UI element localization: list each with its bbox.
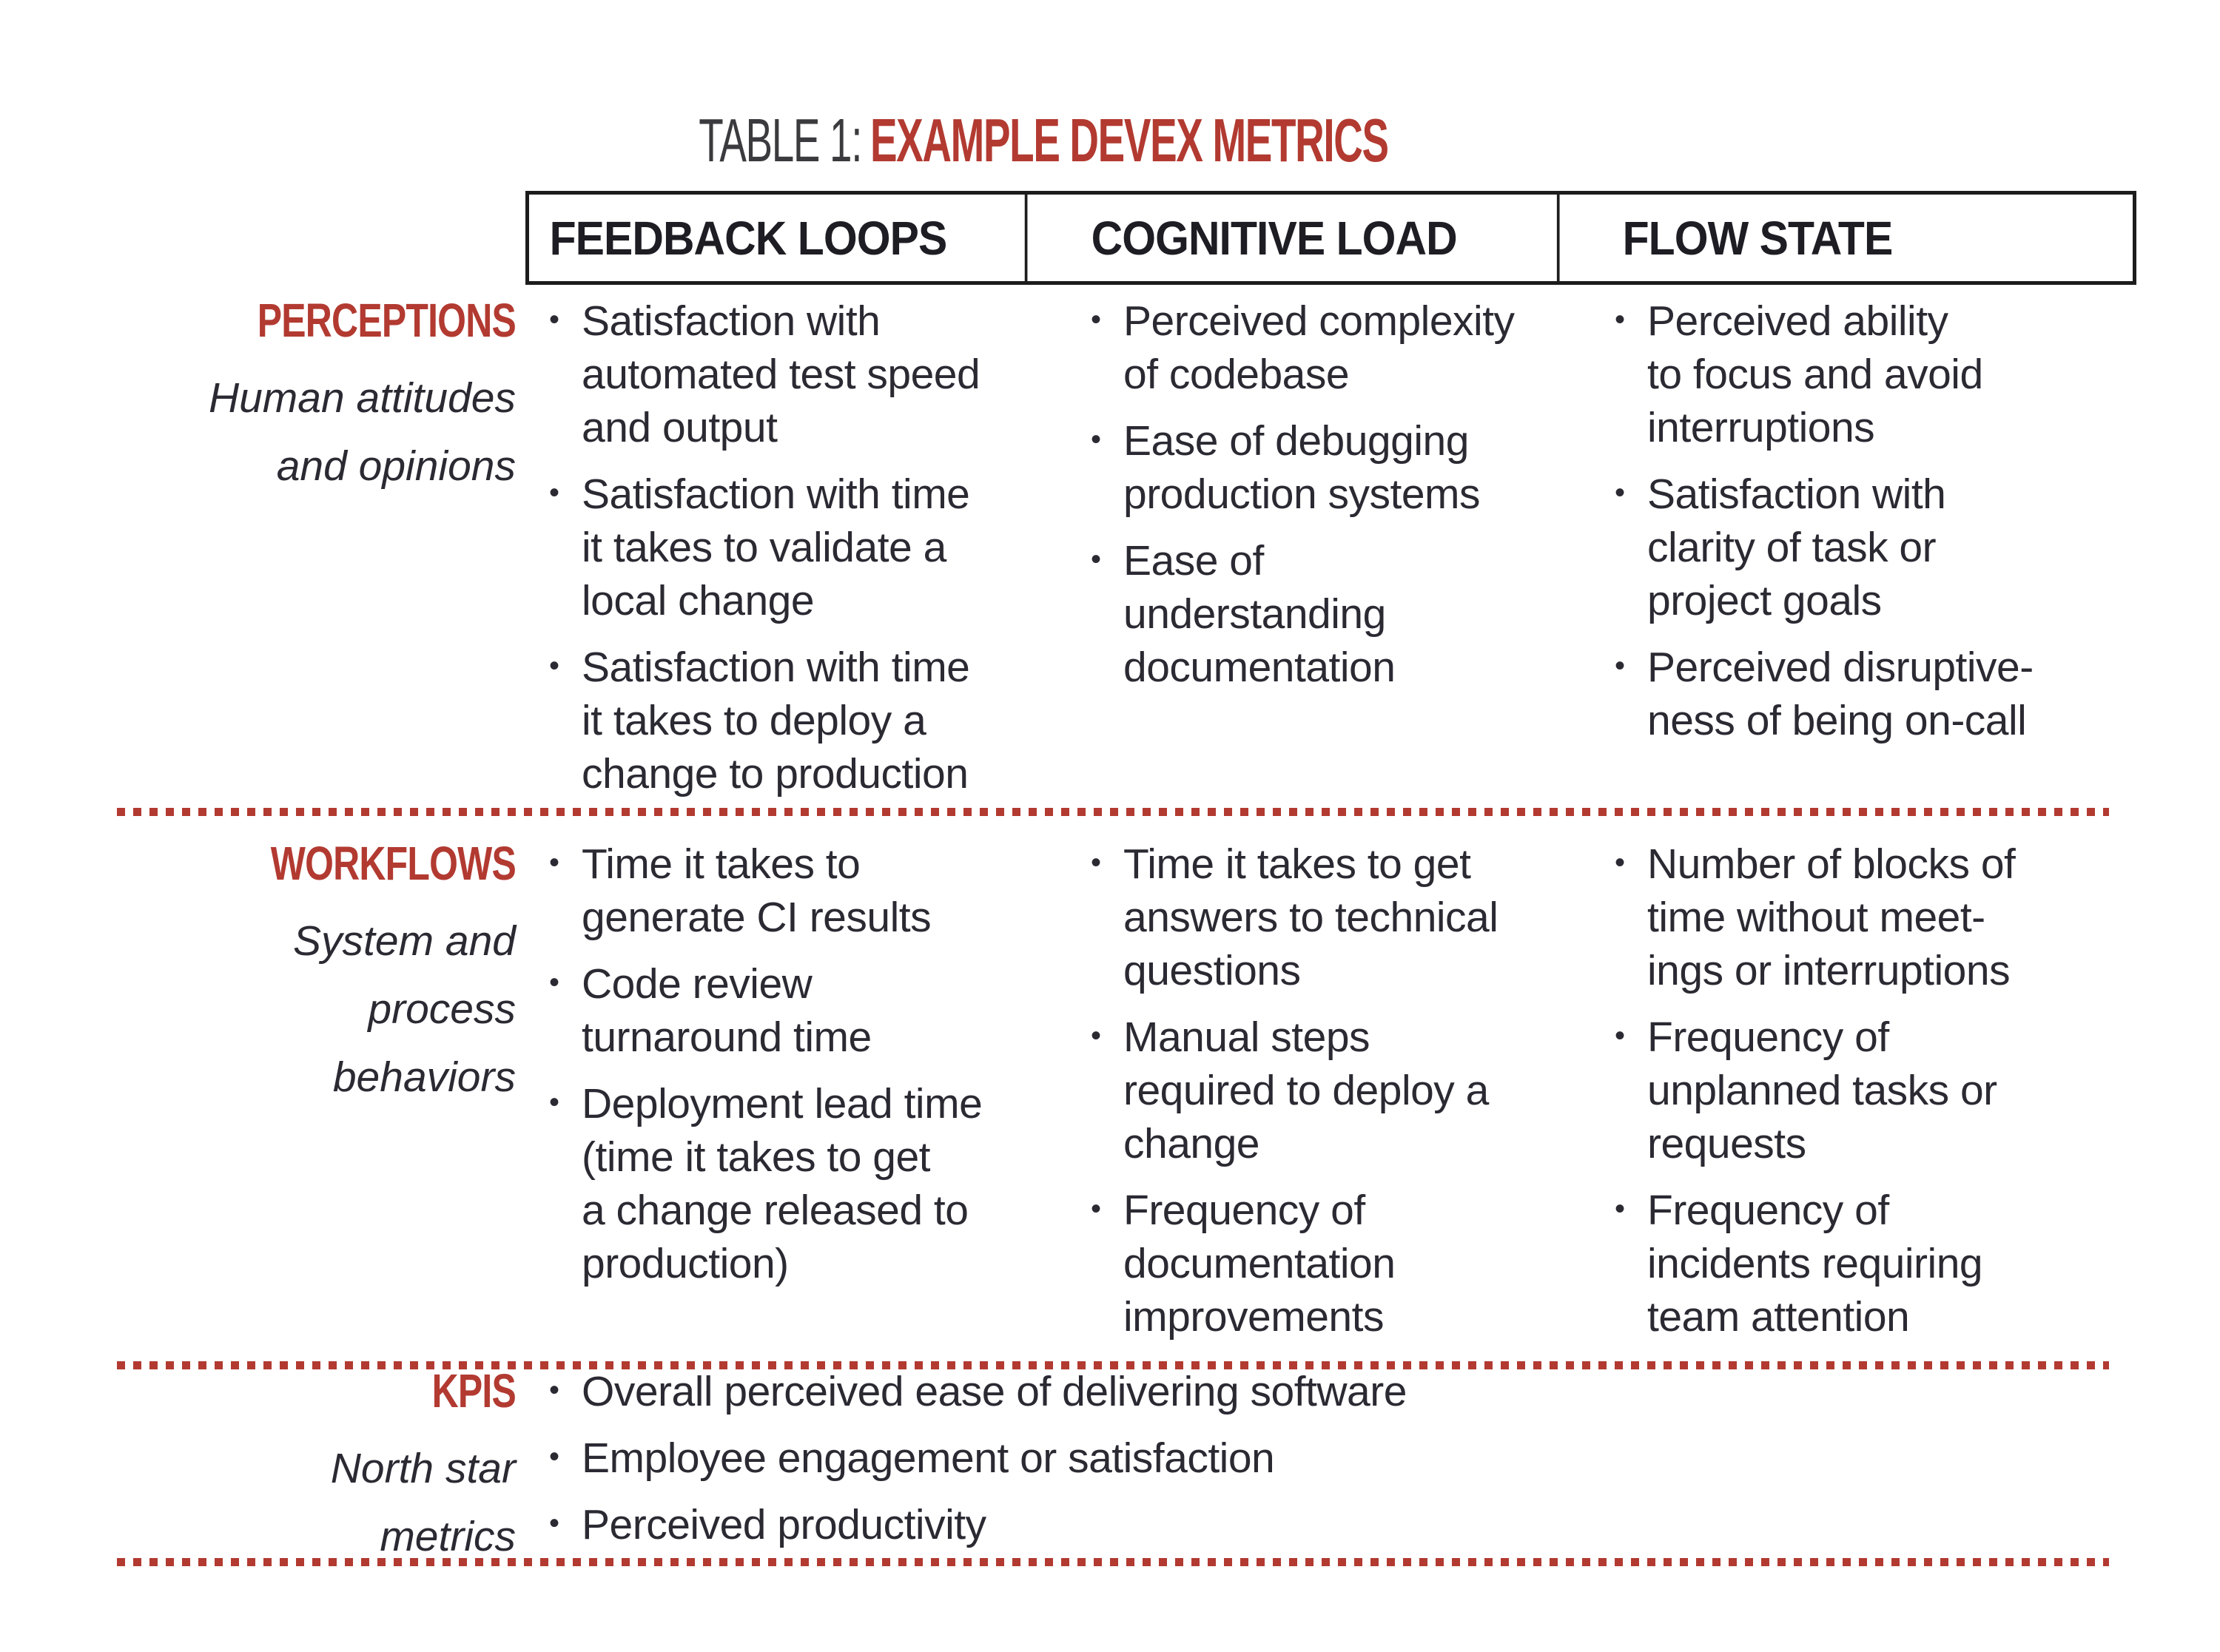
bullet-item: Employee engagement or satisfaction [548, 1430, 1843, 1485]
row-sublabel-line: and opinions [276, 442, 516, 490]
row-heading-perceptions: PERCEPTIONS [257, 294, 517, 347]
cell-perceptions-feedback-loops: Satisfaction with automated test speed a… [548, 293, 1070, 800]
row-label-perceptions: PERCEPTIONS Human attitudes and opinions [74, 294, 517, 500]
cell-workflows-flow-state: Number of blocks of time without meet- i… [1613, 836, 2176, 1343]
table-title-prefix: TABLE 1: [699, 106, 862, 175]
row-sublabel-line: metrics [380, 1513, 516, 1560]
bullet-item: Ease of understanding documentation [1089, 533, 1607, 694]
cell-perceptions-cognitive-load: Perceived complexity of codebase Ease of… [1089, 293, 1607, 694]
row-subheading-perceptions: Human attitudes and opinions [74, 364, 516, 500]
bullet-item: Perceived disruptive- ness of being on-c… [1613, 639, 2176, 747]
cell-workflows-cognitive-load: Time it takes to get answers to technica… [1089, 836, 1607, 1343]
bullet-item: Perceived productivity [548, 1497, 1843, 1551]
row-sublabel-line: North star [330, 1445, 516, 1492]
bullet-item: Manual steps required to deploy a change [1089, 1009, 1607, 1170]
bullet-item: Frequency of incidents requiring team at… [1613, 1182, 2176, 1343]
bullet-item: Ease of debugging production systems [1089, 413, 1607, 521]
bullet-item: Time it takes to get answers to technica… [1089, 836, 1607, 997]
bullet-item: Perceived ability to focus and avoid int… [1613, 293, 2176, 454]
bullet-item: Code review turnaround time [548, 956, 1070, 1064]
table-title: TABLE 1: EXAMPLE DEVEX METRICS [354, 108, 1732, 173]
bullet-item: Satisfaction with clarity of task or pro… [1613, 466, 2176, 627]
row-heading-workflows: WORKFLOWS [270, 837, 517, 890]
row-heading-kpis: KPIS [431, 1364, 517, 1417]
bullet-item: Time it takes to generate CI results [548, 836, 1070, 944]
column-header-feedback-loops: FEEDBACK LOOPS [529, 195, 1028, 281]
bullet-item: Satisfaction with automated test speed a… [548, 293, 1070, 454]
bullet-item: Satisfaction with time it takes to deplo… [548, 639, 1070, 800]
row-subheading-kpis: North star metrics [74, 1434, 516, 1571]
cell-kpis: Overall perceived ease of delivering sof… [548, 1363, 1843, 1551]
bullet-item: Number of blocks of time without meet- i… [1613, 836, 2176, 997]
dotted-separator [117, 808, 2109, 816]
row-sublabel-line: process [368, 985, 516, 1033]
cell-workflows-feedback-loops: Time it takes to generate CI results Cod… [548, 836, 1070, 1290]
bullet-item: Overall perceived ease of delivering sof… [548, 1363, 1843, 1418]
bullet-item: Frequency of unplanned tasks or requests [1613, 1009, 2176, 1170]
column-header-flow-state: FLOW STATE [1622, 211, 1894, 265]
dotted-separator [117, 1558, 2109, 1566]
row-label-kpis: KPIS North star metrics [74, 1364, 517, 1571]
bullet-item: Satisfaction with time it takes to valid… [548, 466, 1070, 627]
row-sublabel-line: System and [293, 917, 516, 965]
row-sublabel-line: Human attitudes [208, 374, 516, 422]
cell-perceptions-flow-state: Perceived ability to focus and avoid int… [1613, 293, 2176, 747]
row-label-workflows: WORKFLOWS System and process behaviors [74, 837, 517, 1111]
column-header-row: FEEDBACK LOOPS COGNITIVE LOAD FLOW STATE [525, 191, 2136, 285]
column-header-cognitive-load: COGNITIVE LOAD [1071, 195, 1560, 281]
row-sublabel-line: behaviors [332, 1053, 516, 1101]
row-subheading-workflows: System and process behaviors [74, 907, 516, 1111]
bullet-item: Perceived complexity of codebase [1089, 293, 1607, 401]
bullet-item: Deployment lead time (time it takes to g… [548, 1076, 1070, 1290]
table-title-highlight: EXAMPLE DEVEX METRICS [870, 106, 1389, 175]
bullet-item: Frequency of documentation improvements [1089, 1182, 1607, 1343]
